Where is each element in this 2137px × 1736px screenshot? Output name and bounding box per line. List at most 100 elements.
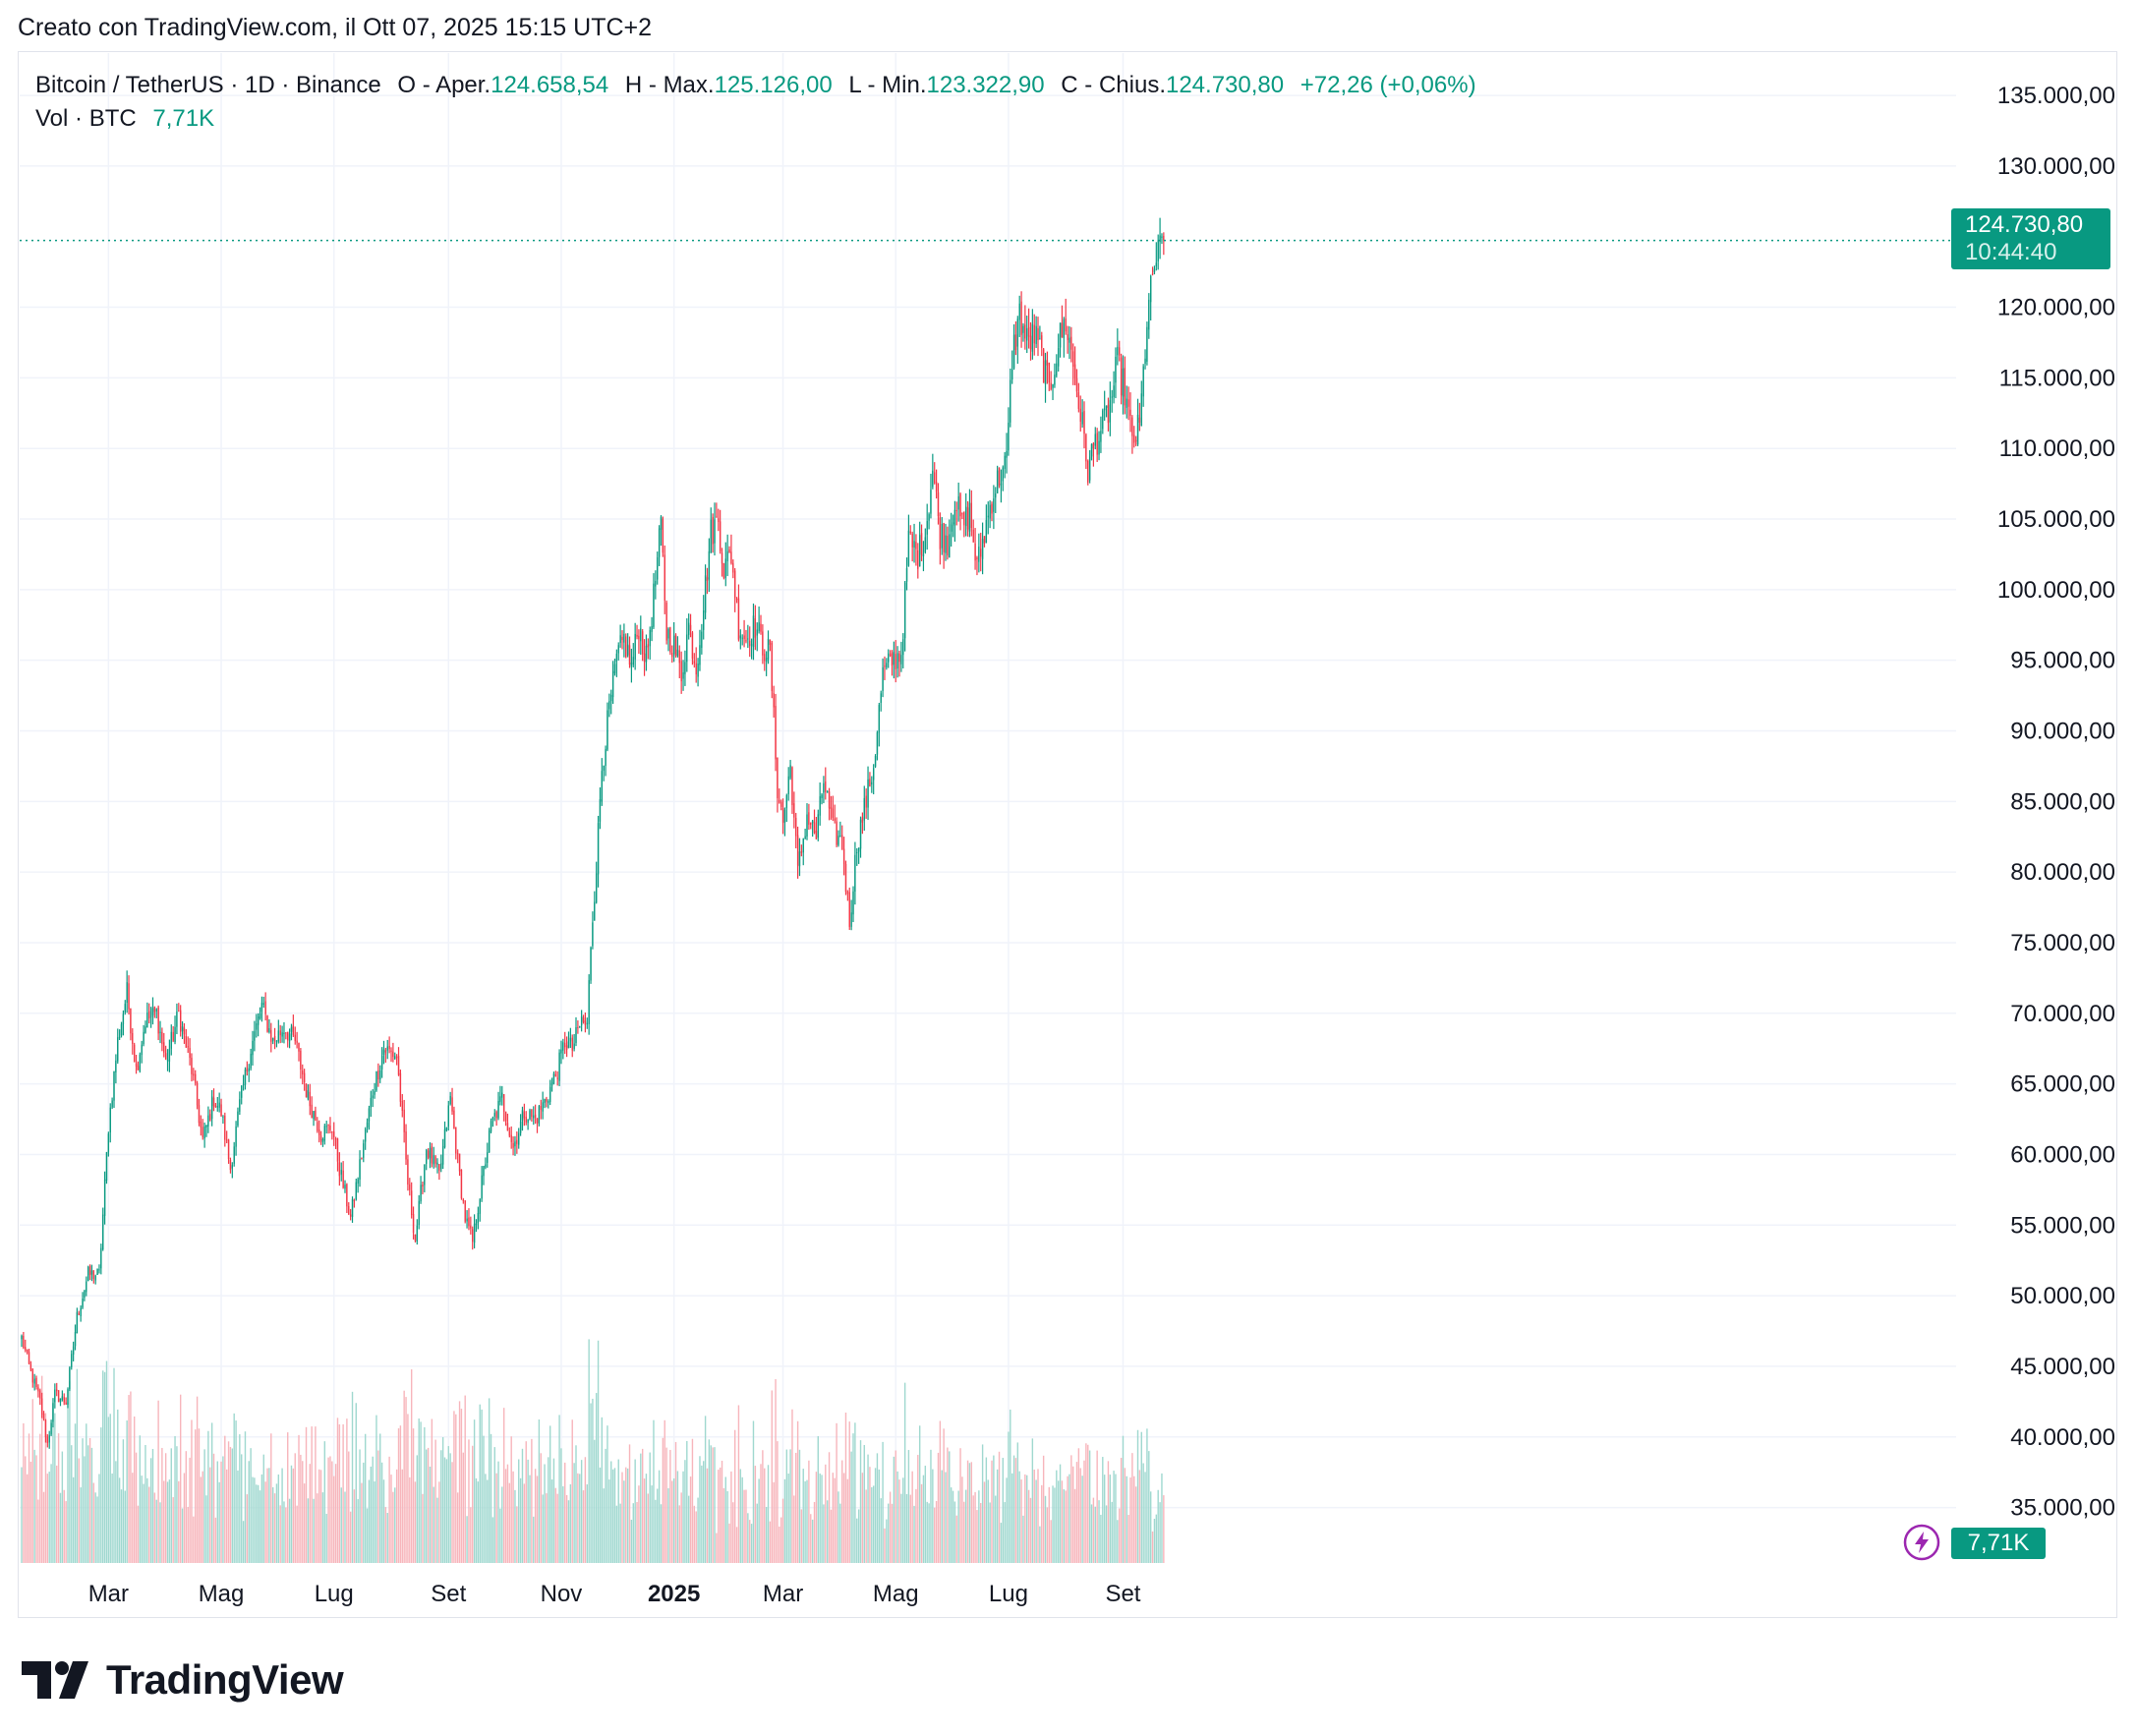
volume-bar (115, 1461, 117, 1563)
candle-body (384, 1050, 387, 1053)
volume-bar (554, 1487, 557, 1563)
candle-body (920, 533, 923, 555)
volume-bar (372, 1456, 374, 1563)
volume-bar (606, 1425, 608, 1563)
ohlc-legend-row: Bitcoin / TetherUS · 1D · Binance O - Ap… (35, 69, 1476, 102)
candle-body (819, 796, 821, 816)
candle-body (565, 1045, 568, 1050)
candle-body (1020, 301, 1022, 335)
candle-body (773, 693, 775, 708)
volume-bar (260, 1474, 263, 1563)
volume-bar (588, 1339, 590, 1563)
candle-body (447, 1105, 449, 1128)
volume-label[interactable]: Vol · BTC (35, 105, 137, 132)
volume-bar (237, 1470, 239, 1563)
candle-body (56, 1389, 58, 1392)
volume-bar (107, 1417, 110, 1563)
volume-bar (943, 1428, 945, 1563)
candle-body (466, 1218, 468, 1222)
volume-bar (780, 1517, 782, 1563)
candle-body (464, 1200, 466, 1222)
volume-bar (577, 1473, 579, 1563)
candle-body (117, 1037, 119, 1062)
candle-body (479, 1199, 481, 1214)
candle-body (475, 1223, 478, 1225)
volume-bar (438, 1481, 440, 1563)
candle-body (678, 650, 680, 664)
candle-body (399, 1072, 402, 1102)
candle-body (157, 1007, 159, 1034)
candle-body (769, 639, 772, 645)
candle-body (115, 1060, 117, 1072)
symbol-label[interactable]: Bitcoin / TetherUS · 1D · Binance (35, 72, 381, 98)
candle-body (233, 1146, 235, 1164)
candle-body (706, 577, 709, 581)
chart-frame[interactable] (18, 51, 2117, 1618)
candle-body (288, 1033, 291, 1042)
x-tick-label: Mar (88, 1581, 129, 1607)
candle-body (1122, 368, 1125, 397)
tradingview-logo[interactable]: TradingView (22, 1655, 344, 1705)
volume-bar (601, 1417, 604, 1563)
volume-bar (718, 1470, 720, 1563)
volume-bar (157, 1400, 159, 1563)
candle-body (1002, 467, 1004, 482)
volume-bar (380, 1462, 383, 1563)
candle-body (719, 521, 722, 551)
x-tick-label: Set (1105, 1581, 1140, 1607)
volume-bar (401, 1469, 403, 1563)
volume-bar (1018, 1471, 1020, 1563)
volume-bar (880, 1498, 882, 1563)
candle-body (440, 1163, 442, 1170)
volume-bar (603, 1488, 605, 1563)
volume-bar (970, 1462, 973, 1563)
candle-body (224, 1115, 226, 1140)
candle-body (882, 666, 884, 691)
candle-body (527, 1119, 529, 1124)
volume-bar (512, 1471, 514, 1563)
candle-body (934, 472, 936, 484)
volume-value: 7,71K (152, 105, 215, 132)
candle-body (1087, 460, 1089, 483)
candle-body (562, 1042, 564, 1051)
volume-bar (826, 1500, 829, 1563)
candle-body (662, 518, 664, 553)
candle-body (1052, 383, 1054, 388)
volume-bar (1035, 1479, 1037, 1563)
candle-body (712, 517, 714, 545)
volume-bar (40, 1375, 43, 1563)
volume-bar (653, 1419, 655, 1563)
candle-body (1050, 382, 1052, 390)
candle-body (477, 1213, 480, 1224)
volume-bar (185, 1451, 188, 1563)
candle-body (626, 644, 629, 656)
volume-bar (542, 1494, 544, 1563)
candle-body (811, 820, 814, 824)
volume-bar (966, 1460, 969, 1563)
y-tick-label: 85.000,00 (2010, 788, 2115, 815)
volume-bar (151, 1448, 154, 1563)
volume-bar (777, 1441, 779, 1563)
volume-bar (1138, 1470, 1141, 1563)
volume-bar (1144, 1472, 1146, 1563)
candle-body (1138, 417, 1141, 423)
volume-bar (1014, 1458, 1017, 1563)
lightning-icon[interactable] (1903, 1524, 1940, 1561)
candle-body (122, 1013, 125, 1025)
volume-bar (427, 1447, 430, 1563)
volume-bar (252, 1476, 254, 1563)
volume-bar (264, 1481, 266, 1563)
candle-body (544, 1099, 546, 1103)
volume-bar (431, 1418, 433, 1563)
candle-body (798, 851, 801, 867)
volume-bar (357, 1499, 359, 1563)
candle-body (669, 627, 671, 653)
volume-bar (233, 1413, 235, 1563)
candle-body (560, 1049, 562, 1054)
volume-bar (61, 1451, 64, 1563)
candle-body (613, 664, 616, 673)
candle-body (54, 1389, 56, 1403)
volume-bar (544, 1464, 546, 1563)
candle-body (366, 1122, 369, 1128)
